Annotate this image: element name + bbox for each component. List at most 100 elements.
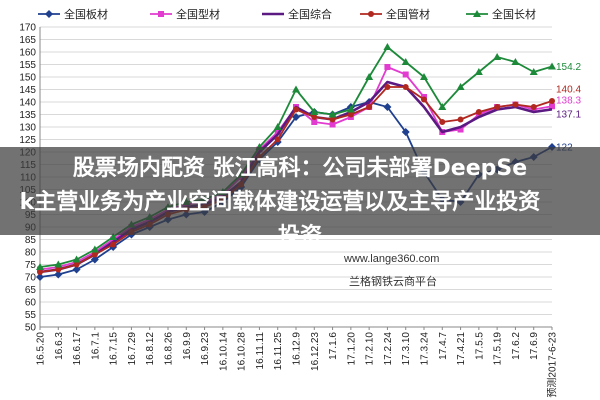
x-tick-label: 16.7.29 xyxy=(127,332,138,366)
y-tick-label: 60 xyxy=(25,298,37,309)
data-point xyxy=(273,123,282,130)
legend-swatch-marker xyxy=(368,11,374,17)
legend-item: 全国板材 xyxy=(38,7,108,21)
x-axis: 16.5.20 16.6.3 16.6.17 16.7.1 16.7.15 16.7.29… xyxy=(36,326,559,398)
y-tick-label: 65 xyxy=(25,285,37,296)
data-point xyxy=(493,53,502,60)
headline-overlay xyxy=(0,147,600,235)
y-tick-label: 150 xyxy=(19,73,36,84)
data-point xyxy=(456,83,465,90)
data-point xyxy=(438,103,447,110)
x-tick-label: 16.6.17 xyxy=(72,332,83,366)
legend-label: 全国综合 xyxy=(288,7,332,21)
x-tick-label: 17.4.7 xyxy=(438,332,449,360)
data-point xyxy=(54,270,63,279)
data-point xyxy=(328,110,337,118)
data-point xyxy=(548,62,556,70)
legend-swatch-marker xyxy=(45,10,53,18)
legend-item: 全国综合 xyxy=(262,7,332,21)
data-point xyxy=(37,269,43,275)
x-tick-label: 16.11.11 xyxy=(255,332,266,370)
data-point xyxy=(402,71,409,78)
data-point xyxy=(475,109,482,115)
x-tick-label: 预测2017-6-23 xyxy=(546,332,559,398)
data-point xyxy=(91,251,98,258)
x-tick-label: 17.6.2 xyxy=(511,332,522,360)
watermark: www.lange360.com 兰格钢铁云商平台 xyxy=(343,253,439,288)
data-point xyxy=(512,101,519,108)
y-tick-label: 160 xyxy=(19,48,36,59)
data-point xyxy=(73,261,80,268)
legend-item: 全国管材 xyxy=(360,7,430,21)
data-point xyxy=(530,104,537,110)
data-point xyxy=(346,105,355,113)
data-point xyxy=(311,119,318,125)
headline: 股票场内配资 张江高科：公司未部署DeepSe k主营业务为产业空间载体建设运营… xyxy=(0,152,600,254)
data-point xyxy=(55,266,62,273)
data-point xyxy=(384,64,391,70)
legend-label: 全国板材 xyxy=(64,7,108,21)
x-tick-label: 17.5.19 xyxy=(493,332,504,366)
legend-item: 全国长材 xyxy=(466,7,536,21)
x-tick-label: 16.12.23 xyxy=(310,332,321,371)
x-tick-label: 17.2.24 xyxy=(383,332,394,366)
data-point xyxy=(293,106,299,113)
data-point xyxy=(457,116,464,123)
x-tick-label: 17.5.5 xyxy=(474,332,485,360)
end-value-label: 137.1 xyxy=(556,109,581,120)
data-point xyxy=(54,260,63,268)
y-tick-label: 155 xyxy=(19,60,36,71)
x-tick-label: 17.1.20 xyxy=(346,332,357,366)
data-point xyxy=(292,113,300,121)
data-point xyxy=(457,126,464,133)
data-point xyxy=(511,58,520,65)
x-tick-label: 16.7.1 xyxy=(90,332,101,360)
data-point xyxy=(329,121,336,128)
data-point xyxy=(420,73,428,80)
legend: 全国板材 全国型材 全国综合 全国管材 全国长材 xyxy=(38,7,536,21)
data-point xyxy=(549,98,555,104)
data-point xyxy=(384,84,391,90)
x-tick-label: 16.8.12 xyxy=(145,332,156,366)
legend-label: 全国型材 xyxy=(176,7,220,21)
data-point xyxy=(366,104,373,110)
y-tick-label: 50 xyxy=(25,323,37,334)
y-tick-label: 130 xyxy=(19,123,36,134)
watermark-name: 兰格钢铁云商平台 xyxy=(349,274,437,288)
y-tick-label: 85 xyxy=(25,235,37,246)
legend-swatch-marker xyxy=(473,10,481,17)
y-tick-label: 125 xyxy=(19,135,36,146)
data-point xyxy=(310,108,319,115)
data-point xyxy=(311,114,318,120)
data-point xyxy=(110,241,117,248)
data-point xyxy=(347,111,354,118)
x-tick-label: 16.8.26 xyxy=(164,332,175,366)
x-tick-label: 17.4.21 xyxy=(456,332,467,366)
data-point xyxy=(329,116,336,123)
data-point xyxy=(90,255,99,264)
data-point xyxy=(292,85,300,93)
headline-line-1: 股票场内配资 张江高科：公司未部署DeepSe xyxy=(72,156,528,181)
y-tick-label: 135 xyxy=(19,110,36,121)
y-tick-label: 55 xyxy=(25,310,37,321)
y-tick-label: 70 xyxy=(25,273,37,284)
watermark-url: www.lange360.com xyxy=(343,253,439,265)
data-point xyxy=(421,96,427,103)
x-tick-label: 17.6.9 xyxy=(529,332,540,360)
legend-label: 全国管材 xyxy=(386,7,430,21)
x-tick-label: 16.10.28 xyxy=(237,332,248,371)
end-value-label: 140.4 xyxy=(556,85,581,96)
data-point xyxy=(274,129,281,135)
headline-line-2: k主营业务为产业空间载体建设运营以及主导产业投资 xyxy=(19,190,541,215)
y-tick-label: 145 xyxy=(19,85,36,96)
data-point xyxy=(474,68,483,75)
data-point xyxy=(365,73,374,80)
y-tick-label: 80 xyxy=(25,248,37,259)
x-tick-label: 16.12.9 xyxy=(292,332,303,366)
x-tick-label: 16.5.20 xyxy=(36,332,47,366)
data-point xyxy=(401,128,410,136)
legend-swatch-marker xyxy=(158,11,164,17)
headline-line-3: 投资 xyxy=(277,224,322,249)
data-point xyxy=(109,233,118,240)
data-point xyxy=(439,119,446,125)
